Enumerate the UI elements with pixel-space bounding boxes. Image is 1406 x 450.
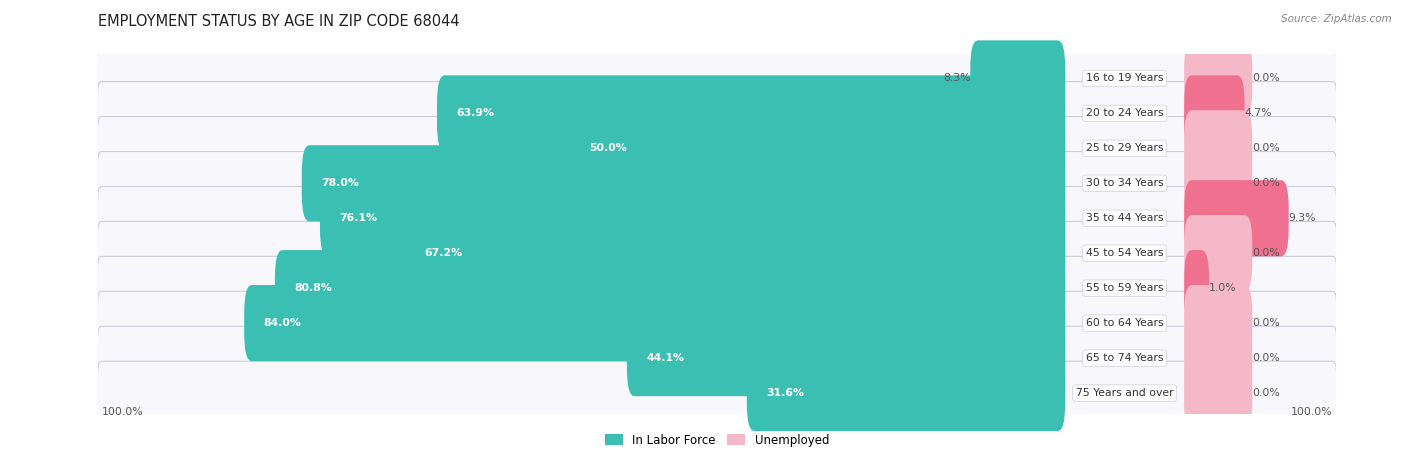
Text: 0.0%: 0.0% (1253, 248, 1279, 258)
Text: 20 to 24 Years: 20 to 24 Years (1085, 108, 1164, 118)
FancyBboxPatch shape (571, 110, 1066, 186)
Text: 44.1%: 44.1% (647, 353, 685, 363)
Text: 8.3%: 8.3% (943, 73, 970, 83)
Text: 65 to 74 Years: 65 to 74 Years (1085, 353, 1163, 363)
Text: 75 Years and over: 75 Years and over (1076, 388, 1174, 398)
Text: 25 to 29 Years: 25 to 29 Years (1085, 144, 1163, 153)
FancyBboxPatch shape (747, 355, 1066, 431)
Text: 45 to 54 Years: 45 to 54 Years (1085, 248, 1163, 258)
FancyBboxPatch shape (97, 81, 1337, 145)
FancyBboxPatch shape (245, 285, 1066, 361)
FancyBboxPatch shape (1184, 75, 1244, 152)
FancyBboxPatch shape (321, 180, 1066, 256)
FancyBboxPatch shape (276, 250, 1066, 326)
FancyBboxPatch shape (97, 291, 1337, 355)
Text: Source: ZipAtlas.com: Source: ZipAtlas.com (1281, 14, 1392, 23)
FancyBboxPatch shape (97, 256, 1337, 320)
FancyBboxPatch shape (437, 75, 1066, 152)
Text: 0.0%: 0.0% (1253, 178, 1279, 188)
Text: 100.0%: 100.0% (1291, 407, 1333, 417)
Text: 55 to 59 Years: 55 to 59 Years (1085, 283, 1163, 293)
Text: 0.0%: 0.0% (1253, 353, 1279, 363)
Text: 0.0%: 0.0% (1253, 73, 1279, 83)
FancyBboxPatch shape (1184, 320, 1253, 396)
Text: 9.3%: 9.3% (1289, 213, 1316, 223)
Text: 50.0%: 50.0% (589, 144, 627, 153)
FancyBboxPatch shape (97, 47, 1337, 110)
Text: 16 to 19 Years: 16 to 19 Years (1085, 73, 1163, 83)
FancyBboxPatch shape (405, 215, 1066, 291)
Text: 0.0%: 0.0% (1253, 388, 1279, 398)
Text: 1.0%: 1.0% (1209, 283, 1237, 293)
Text: 4.7%: 4.7% (1244, 108, 1272, 118)
FancyBboxPatch shape (1184, 250, 1209, 326)
FancyBboxPatch shape (1184, 215, 1253, 291)
Text: EMPLOYMENT STATUS BY AGE IN ZIP CODE 68044: EMPLOYMENT STATUS BY AGE IN ZIP CODE 680… (98, 14, 460, 28)
FancyBboxPatch shape (97, 326, 1337, 390)
Text: 100.0%: 100.0% (101, 407, 143, 417)
Text: 0.0%: 0.0% (1253, 318, 1279, 328)
Text: 84.0%: 84.0% (263, 318, 301, 328)
FancyBboxPatch shape (1184, 180, 1289, 256)
FancyBboxPatch shape (97, 221, 1337, 285)
Text: 30 to 34 Years: 30 to 34 Years (1085, 178, 1164, 188)
Text: 80.8%: 80.8% (294, 283, 332, 293)
FancyBboxPatch shape (1184, 285, 1253, 361)
Text: 60 to 64 Years: 60 to 64 Years (1085, 318, 1164, 328)
FancyBboxPatch shape (1184, 40, 1253, 117)
FancyBboxPatch shape (97, 117, 1337, 180)
FancyBboxPatch shape (1184, 145, 1253, 221)
FancyBboxPatch shape (97, 361, 1337, 425)
Text: 35 to 44 Years: 35 to 44 Years (1085, 213, 1163, 223)
FancyBboxPatch shape (1184, 110, 1253, 186)
FancyBboxPatch shape (97, 186, 1337, 250)
Text: 31.6%: 31.6% (766, 388, 804, 398)
Text: 78.0%: 78.0% (321, 178, 359, 188)
FancyBboxPatch shape (97, 152, 1337, 215)
Text: 67.2%: 67.2% (425, 248, 463, 258)
FancyBboxPatch shape (970, 40, 1066, 117)
Legend: In Labor Force, Unemployed: In Labor Force, Unemployed (600, 429, 834, 450)
Text: 0.0%: 0.0% (1253, 144, 1279, 153)
Text: 63.9%: 63.9% (456, 108, 494, 118)
Text: 76.1%: 76.1% (339, 213, 377, 223)
FancyBboxPatch shape (627, 320, 1066, 396)
FancyBboxPatch shape (302, 145, 1066, 221)
FancyBboxPatch shape (1184, 355, 1253, 431)
